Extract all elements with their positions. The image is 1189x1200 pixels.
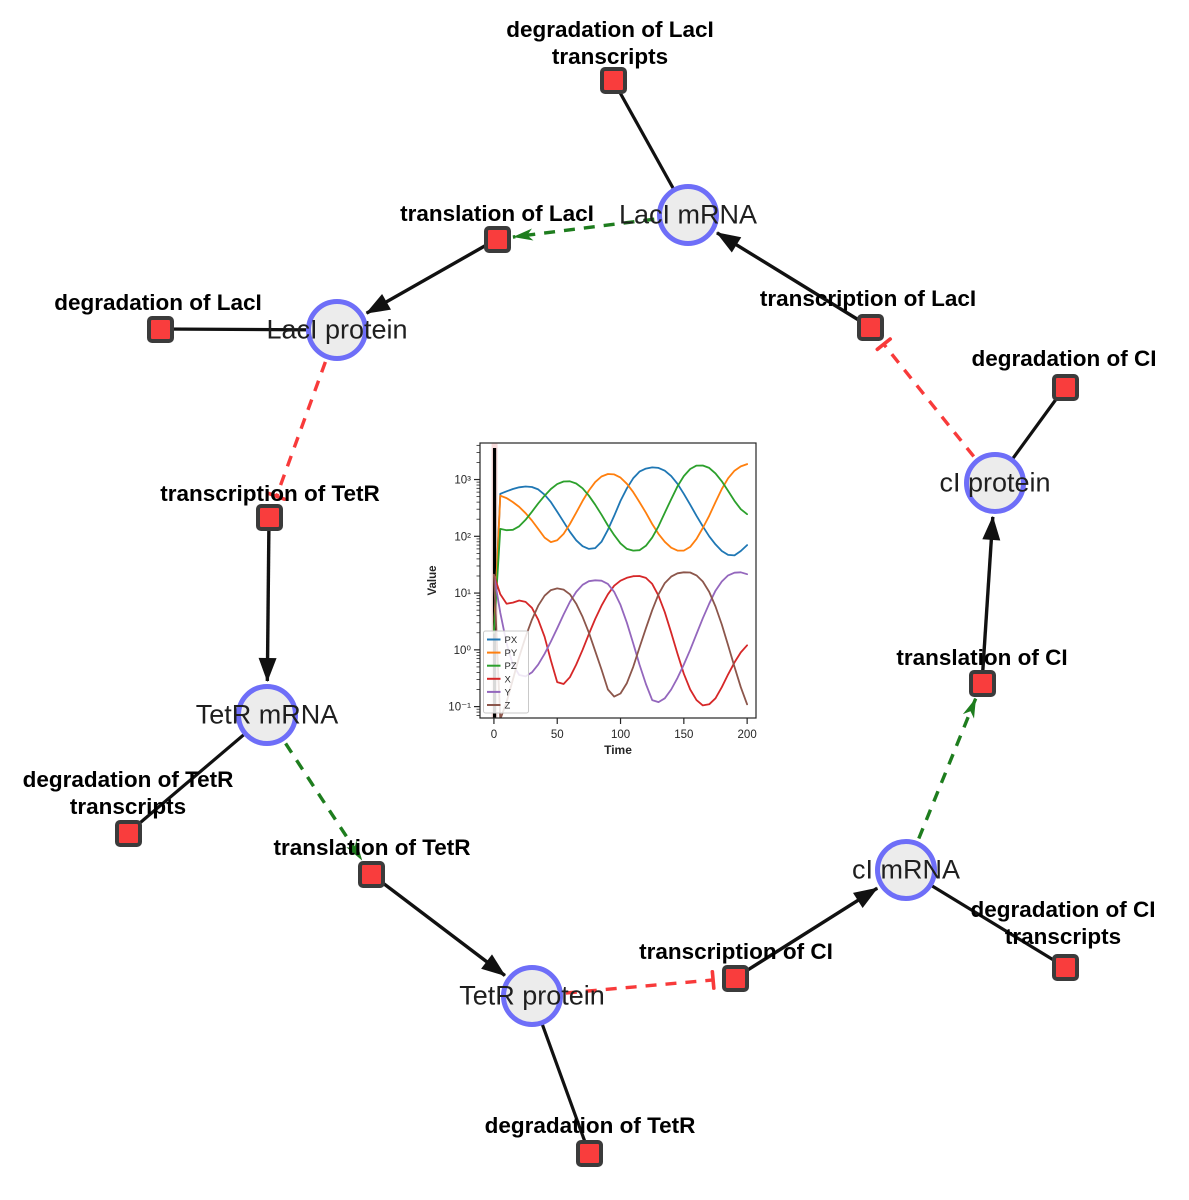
species-label-laci_prot: LacI protein (266, 314, 408, 345)
edge-ci_prot-txn_laci[interactable] (875, 337, 976, 458)
edge-laci_mrna-transl_laci[interactable] (512, 217, 655, 241)
reaction-transl_ci[interactable] (968, 669, 996, 697)
reaction-deg_laci_tx[interactable] (599, 66, 627, 94)
reaction-label-txn_laci: transcription of LacI (759, 286, 977, 311)
x-tick-label: 100 (611, 729, 630, 741)
series-line-PZ (493, 464, 749, 634)
reaction-deg_ci_tx[interactable] (1051, 953, 1079, 981)
legend-label-X: X (505, 674, 512, 685)
legend-label-PX: PX (505, 635, 518, 646)
chart-legend: PX PY PZ XYZ (483, 630, 529, 714)
reaction-label-deg_laci_tx: degradation of LacI transcripts (506, 17, 714, 69)
edge-txn_ci-ci_mrna[interactable] (734, 886, 879, 980)
legend-label-Y: Y (505, 687, 512, 698)
species-tetr_prot[interactable] (501, 965, 563, 1027)
edge-transl_tetr-tetr_prot[interactable] (369, 872, 506, 977)
y-tick-label: 10³ (454, 475, 471, 487)
series-line-X (493, 573, 749, 707)
edge-transl_laci-laci_prot[interactable] (365, 237, 498, 315)
legend-label-Z: Z (505, 701, 511, 712)
inset-timeseries-chart: 0 50 100 150 200Time10⁻¹10⁰10¹10²10³ValuePXP… (427, 442, 757, 757)
edge-txn_tetr-tetr_mrna[interactable] (258, 516, 277, 683)
species-ci_prot[interactable] (964, 452, 1026, 514)
reaction-transl_tetr[interactable] (357, 860, 385, 888)
species-tetr_mrna[interactable] (236, 684, 298, 746)
edge-ci_mrna-transl_ci[interactable] (917, 697, 978, 840)
reaction-label-transl_laci: translation of LacI (400, 201, 594, 226)
reaction-label-deg_tetr: degradation of TetR (484, 1113, 696, 1138)
edge-laci_prot-txn_tetr[interactable] (266, 361, 327, 501)
species-ci_mrna[interactable] (875, 839, 937, 901)
y-axis-label: Value (427, 565, 439, 595)
species-label-tetr_prot: TetR protein (459, 980, 605, 1011)
edge-tetr_mrna-transl_tetr[interactable] (284, 742, 364, 862)
reaction-label-deg_tetr_tx: degradation of TetR transcripts (22, 767, 234, 819)
axes-frame (479, 442, 757, 719)
y-tick-label: 10⁻¹ (448, 702, 471, 714)
x-tick-label: 0 (491, 729, 497, 741)
reaction-deg_ci[interactable] (1051, 373, 1079, 401)
species-label-laci_mrna: LacI mRNA (618, 199, 758, 230)
legend-label-PZ: PZ (505, 661, 517, 672)
y-tick-label: 10² (454, 531, 471, 543)
reaction-label-transl_tetr: translation of TetR (273, 835, 471, 860)
reaction-txn_tetr[interactable] (255, 503, 283, 531)
reaction-deg_laci[interactable] (146, 315, 174, 343)
x-tick-label: 150 (674, 729, 693, 741)
edge-txn_laci-laci_mrna[interactable] (716, 231, 871, 329)
series-line-Y (493, 571, 749, 704)
x-tick-label: 200 (738, 729, 757, 741)
reaction-txn_laci[interactable] (856, 313, 884, 341)
x-tick-label: 50 (551, 729, 564, 741)
reaction-label-txn_ci: transcription of CI (639, 939, 833, 964)
series-line-Z (493, 571, 749, 718)
reaction-label-deg_ci_tx: degradation of CI transcripts (970, 897, 1156, 949)
y-tick-label: 10¹ (454, 588, 471, 600)
species-label-ci_mrna: cI mRNA (852, 854, 960, 885)
y-tick-label: 10⁰ (454, 645, 472, 657)
species-label-tetr_mrna: TetR mRNA (195, 699, 339, 730)
edge-transl_ci-ci_prot[interactable] (980, 515, 1001, 684)
reaction-txn_ci[interactable] (721, 964, 749, 992)
legend-label-PY: PY (505, 648, 518, 659)
edge-ci_mrna-deg_ci_tx[interactable] (905, 868, 1066, 969)
reaction-deg_tetr_tx[interactable] (114, 819, 142, 847)
reaction-label-deg_ci: degradation of CI (971, 346, 1157, 371)
reaction-label-transl_ci: translation of CI (896, 645, 1068, 670)
series-line-PX (493, 466, 749, 634)
reaction-label-deg_laci: degradation of LacI (54, 290, 262, 315)
reaction-transl_laci[interactable] (483, 225, 511, 253)
species-label-ci_prot: cI protein (939, 467, 1051, 498)
series-line-PY (493, 463, 749, 634)
reaction-label-txn_tetr: transcription of TetR (160, 481, 380, 506)
reaction-deg_tetr[interactable] (575, 1139, 603, 1167)
species-laci_prot[interactable] (306, 299, 368, 361)
species-laci_mrna[interactable] (657, 184, 719, 246)
edge-tetr_prot-txn_ci[interactable] (565, 969, 716, 995)
x-axis-label: Time (604, 743, 632, 757)
